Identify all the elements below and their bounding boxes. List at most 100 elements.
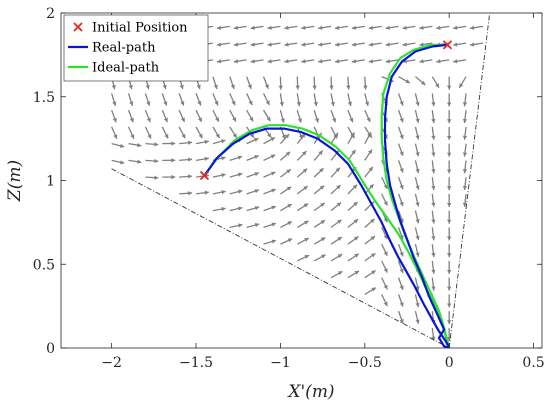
field-arrow-head bbox=[415, 252, 420, 257]
field-arrow-head bbox=[196, 84, 201, 90]
field-arrow-head bbox=[431, 286, 436, 291]
field-arrow-head bbox=[297, 118, 302, 123]
field-arrow-head bbox=[337, 254, 343, 259]
x-tick-label: 0.5 bbox=[522, 355, 544, 371]
field-arrow-head bbox=[436, 59, 441, 64]
field-arrow-head bbox=[302, 151, 307, 156]
field-arrow-head bbox=[462, 169, 468, 174]
field-arrow-head bbox=[447, 135, 452, 140]
field-arrow-head bbox=[303, 186, 308, 191]
field-arrow-head bbox=[301, 42, 306, 47]
x-tick-label: 0 bbox=[445, 355, 454, 371]
field-arrow-head bbox=[415, 202, 420, 207]
field-arrow-head bbox=[447, 102, 452, 107]
field-arrow-head bbox=[213, 84, 218, 90]
field-arrow-head bbox=[162, 84, 167, 90]
field-arrow-head bbox=[349, 117, 354, 123]
field-arrow-head bbox=[431, 185, 436, 191]
field-arrow-head bbox=[368, 166, 373, 172]
field-arrow-head bbox=[254, 172, 259, 177]
field-arrow-head bbox=[385, 42, 390, 47]
legend-label: Ideal-path bbox=[92, 61, 160, 76]
field-arrow-head bbox=[216, 42, 222, 47]
field-arrow-head bbox=[164, 134, 169, 139]
field-arrow-head bbox=[137, 142, 142, 148]
field-arrow-head bbox=[304, 238, 309, 242]
boundary-line bbox=[448, 13, 491, 348]
field-arrow-head bbox=[353, 236, 359, 241]
field-arrow-head bbox=[232, 117, 236, 122]
field-arrow-head bbox=[198, 133, 203, 139]
field-arrow-head bbox=[320, 220, 326, 225]
field-arrow-head bbox=[221, 139, 226, 144]
field-arrow-head bbox=[431, 118, 436, 124]
field-arrow-head bbox=[350, 133, 355, 139]
field-arrow-head bbox=[197, 101, 202, 106]
field-arrow-head bbox=[399, 318, 404, 324]
field-arrow-head bbox=[415, 235, 420, 241]
field-arrow-head bbox=[415, 168, 420, 174]
field-arrow-head bbox=[215, 133, 220, 139]
field-arrow-head bbox=[462, 152, 468, 157]
field-arrow-head bbox=[431, 169, 436, 174]
field-arrow-head bbox=[264, 84, 269, 89]
field-arrow-head bbox=[180, 101, 185, 106]
field-arrow-head bbox=[271, 188, 276, 193]
field-arrow-head bbox=[415, 118, 420, 123]
field-arrow-head bbox=[336, 202, 342, 207]
field-arrow-head bbox=[385, 59, 390, 64]
field-arrow-head bbox=[154, 158, 159, 164]
field-arrow-head bbox=[370, 236, 376, 241]
field-arrow-head bbox=[265, 100, 270, 105]
x-tick-label: −1.5 bbox=[179, 355, 213, 371]
field-arrow-head bbox=[267, 42, 272, 47]
ideal-path-line bbox=[380, 43, 451, 348]
field-arrow-head bbox=[447, 186, 452, 191]
field-arrow-head bbox=[353, 201, 358, 207]
field-arrow-head bbox=[284, 134, 290, 139]
y-tick-label: 2 bbox=[46, 6, 55, 22]
field-arrow-head bbox=[346, 85, 351, 90]
field-arrow-head bbox=[187, 174, 193, 179]
field-arrow-head bbox=[321, 254, 326, 259]
field-arrow-head bbox=[329, 85, 334, 90]
field-arrow-head bbox=[399, 134, 404, 140]
field-arrow-head bbox=[447, 236, 452, 241]
field-arrow-head bbox=[266, 116, 271, 122]
field-arrow-head bbox=[145, 84, 150, 90]
field-arrow-head bbox=[254, 189, 260, 194]
y-tick-label: 1.5 bbox=[33, 90, 55, 106]
field-arrow-head bbox=[319, 168, 324, 173]
field-arrow-head bbox=[130, 134, 135, 139]
field-arrow-head bbox=[399, 201, 404, 207]
field-arrow-head bbox=[337, 219, 342, 224]
field-arrow-head bbox=[447, 202, 452, 207]
field-arrow-head bbox=[302, 168, 308, 173]
field-arrow-head bbox=[453, 59, 458, 64]
field-arrow-head bbox=[233, 42, 239, 47]
field-arrow-head bbox=[284, 25, 289, 30]
legend: Initial Position Real-path Ideal-path bbox=[63, 14, 209, 82]
field-arrow-head bbox=[431, 236, 436, 241]
field-arrow-head bbox=[267, 132, 272, 138]
field-arrow-head bbox=[204, 190, 209, 195]
field-arrow-head bbox=[462, 102, 468, 107]
field-arrow-head bbox=[335, 25, 340, 30]
y-tick-label: 1 bbox=[46, 174, 55, 190]
field-arrow-head bbox=[431, 102, 436, 107]
field-arrow-head bbox=[335, 42, 340, 47]
field-arrow-head bbox=[314, 118, 319, 123]
boundary-lines bbox=[111, 13, 491, 348]
field-arrow-head bbox=[197, 117, 202, 122]
field-arrow-head bbox=[163, 101, 168, 106]
field-arrow-head bbox=[119, 143, 125, 148]
field-arrow-head bbox=[383, 184, 388, 189]
marker-stroke bbox=[442, 40, 453, 50]
initial-position-marker bbox=[199, 170, 210, 181]
field-arrow-head bbox=[447, 169, 452, 174]
field-arrow-head bbox=[368, 59, 374, 64]
field-arrow-head bbox=[330, 101, 335, 107]
legend-label: Initial Position bbox=[92, 21, 188, 36]
